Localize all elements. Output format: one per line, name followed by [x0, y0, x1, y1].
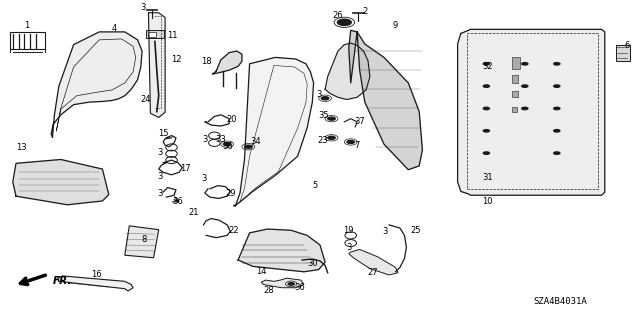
Circle shape — [483, 62, 490, 66]
Text: 5: 5 — [312, 181, 317, 190]
Text: 22: 22 — [228, 226, 239, 235]
Text: 36: 36 — [294, 283, 305, 292]
Polygon shape — [349, 249, 398, 275]
Polygon shape — [325, 43, 370, 100]
Text: 3: 3 — [140, 4, 145, 12]
Polygon shape — [261, 278, 304, 288]
Text: FR.: FR. — [52, 276, 72, 286]
Text: 33: 33 — [216, 135, 226, 144]
Bar — [467, 33, 598, 189]
Polygon shape — [349, 30, 422, 170]
Text: 27: 27 — [367, 268, 378, 277]
Circle shape — [553, 151, 561, 155]
Polygon shape — [13, 160, 109, 205]
Text: 31: 31 — [483, 173, 493, 182]
Text: 2: 2 — [362, 7, 367, 16]
Text: 28: 28 — [264, 286, 274, 295]
Circle shape — [483, 107, 490, 110]
Bar — [512, 57, 520, 69]
Text: 11: 11 — [168, 31, 178, 40]
Polygon shape — [212, 51, 242, 74]
Bar — [512, 107, 517, 112]
Text: 36: 36 — [222, 142, 232, 151]
Text: 6: 6 — [625, 41, 630, 50]
Bar — [146, 30, 164, 38]
Text: 3: 3 — [157, 148, 163, 157]
Circle shape — [287, 282, 295, 286]
Text: 3: 3 — [157, 189, 163, 198]
Text: 8: 8 — [141, 235, 147, 244]
Circle shape — [553, 62, 561, 66]
Circle shape — [483, 129, 490, 133]
Circle shape — [483, 151, 490, 155]
Circle shape — [337, 19, 352, 26]
Text: 26: 26 — [333, 11, 343, 20]
Text: 29: 29 — [225, 189, 236, 198]
Circle shape — [321, 96, 330, 100]
Text: 37: 37 — [355, 117, 365, 126]
Text: 23: 23 — [318, 137, 328, 145]
Text: 12: 12 — [171, 55, 181, 63]
Circle shape — [483, 84, 490, 88]
Polygon shape — [58, 276, 133, 291]
Bar — [512, 75, 518, 83]
Polygon shape — [238, 229, 325, 272]
Polygon shape — [51, 32, 142, 137]
Text: 20: 20 — [227, 115, 237, 124]
Text: 32: 32 — [483, 62, 493, 71]
Text: 36: 36 — [173, 197, 183, 206]
Polygon shape — [458, 29, 605, 195]
Circle shape — [327, 116, 336, 121]
Text: 17: 17 — [180, 164, 191, 173]
Text: 21: 21 — [188, 208, 198, 217]
Circle shape — [327, 136, 336, 140]
Text: 14: 14 — [256, 267, 266, 276]
Text: 3: 3 — [202, 135, 207, 144]
Circle shape — [223, 142, 232, 146]
Bar — [10, 32, 45, 49]
Text: 30: 30 — [307, 259, 317, 268]
Text: 24: 24 — [141, 95, 151, 104]
Text: SZA4B4031A: SZA4B4031A — [533, 297, 587, 306]
Circle shape — [553, 107, 561, 110]
Text: 34: 34 — [251, 137, 261, 146]
Text: 1: 1 — [24, 21, 29, 30]
Circle shape — [553, 129, 561, 133]
Bar — [512, 91, 518, 97]
Text: 10: 10 — [483, 197, 493, 206]
Text: 3: 3 — [346, 243, 351, 252]
Text: 9: 9 — [393, 21, 398, 30]
Circle shape — [346, 140, 355, 144]
Text: 19: 19 — [344, 226, 354, 235]
Circle shape — [521, 62, 529, 66]
Text: 3: 3 — [201, 174, 206, 183]
Bar — [616, 45, 630, 61]
Text: 4: 4 — [111, 24, 116, 33]
Polygon shape — [125, 226, 159, 258]
Circle shape — [553, 84, 561, 88]
Text: 25: 25 — [411, 226, 421, 235]
Circle shape — [244, 145, 253, 149]
Text: 3: 3 — [383, 227, 388, 236]
Text: 16: 16 — [91, 270, 101, 279]
Text: 3: 3 — [316, 90, 321, 99]
Text: 3: 3 — [157, 172, 163, 181]
Text: 15: 15 — [158, 129, 168, 138]
Text: 35: 35 — [318, 111, 328, 120]
Bar — [148, 32, 156, 37]
Polygon shape — [234, 57, 314, 206]
Circle shape — [521, 107, 529, 110]
Text: 18: 18 — [201, 57, 211, 66]
Circle shape — [521, 84, 529, 88]
Polygon shape — [148, 13, 165, 117]
Text: 13: 13 — [16, 143, 26, 152]
Text: 7: 7 — [355, 141, 360, 150]
